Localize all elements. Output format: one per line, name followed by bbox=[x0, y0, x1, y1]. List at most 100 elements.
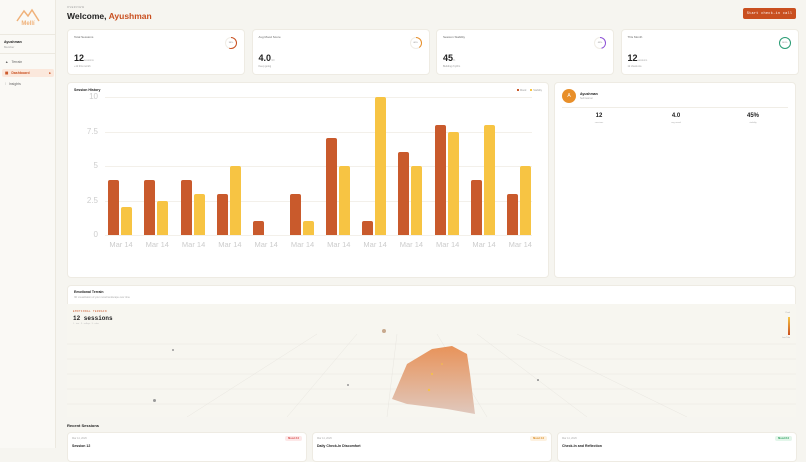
recent-session-card[interactable]: Mar 14, 2026 Check-In and Reflection Moo… bbox=[557, 432, 797, 462]
session-title: Session 12 bbox=[72, 444, 91, 448]
sidebar-item-terrain[interactable]: ▲ Terrain bbox=[2, 58, 54, 66]
ring-label: 45% bbox=[597, 42, 603, 44]
user-info: Ayushman Member bbox=[4, 40, 22, 49]
stat-label: stability bbox=[749, 122, 757, 124]
divider bbox=[0, 34, 56, 35]
x-tick: Mar 14 bbox=[218, 240, 242, 249]
stat-sub: +12 this month bbox=[74, 65, 91, 68]
session-title: Check-In and Reflection bbox=[562, 444, 602, 448]
chevron-icon: ▸ bbox=[49, 71, 51, 75]
terrain-point bbox=[347, 384, 349, 386]
nav-label: Terrain bbox=[11, 60, 23, 64]
recent-session-card[interactable]: Mar 14, 2026 Session 12 Mood 3.0 bbox=[67, 432, 307, 462]
x-tick: Mar 14 bbox=[145, 240, 169, 249]
grid-line bbox=[105, 131, 532, 133]
user-role: Member bbox=[4, 45, 15, 49]
bar-mood[interactable] bbox=[144, 179, 156, 235]
bars: Mar 14 Mar 14 Mar 14 Mar 14 Mar 14 Mar 14 Mar … bbox=[104, 97, 532, 249]
sidebar-item-dashboard[interactable]: ▦ Dashboard ▸ bbox=[2, 69, 54, 77]
ring-label: 40% bbox=[413, 42, 418, 44]
bar-mood[interactable] bbox=[325, 138, 337, 235]
value: 12 bbox=[74, 53, 85, 63]
terrain-point bbox=[537, 379, 539, 381]
divider bbox=[562, 107, 788, 108]
value: 12 bbox=[627, 53, 638, 63]
recent-session-card[interactable]: Mar 14, 2026 Daily Check-In Discomfort M… bbox=[312, 432, 552, 462]
terrain-subtitle: 3D visualization of your mood landscape … bbox=[74, 296, 130, 299]
x-tick: Mar 14 bbox=[472, 240, 496, 249]
terrain-3d-canvas[interactable]: EMOTIONAL TERRAIN 12 sessions 1 · rise ·… bbox=[67, 304, 796, 417]
stat-label: Session Stability bbox=[443, 35, 466, 39]
session-date: Mar 14, 2026 bbox=[317, 437, 332, 440]
stat-card: Total Sessions 12sessions +12 this month… bbox=[67, 29, 245, 75]
bar-stability[interactable] bbox=[157, 200, 169, 235]
x-tick: Mar 14 bbox=[399, 240, 424, 249]
bar-stability[interactable] bbox=[338, 166, 350, 235]
mountain-logo-icon bbox=[16, 8, 40, 22]
bar-mood[interactable] bbox=[471, 179, 482, 235]
terrain-icon: ▲ bbox=[5, 60, 9, 64]
bar-stability[interactable] bbox=[229, 166, 241, 235]
bar-mood[interactable] bbox=[180, 179, 192, 235]
x-tick: Mar 14 bbox=[181, 240, 206, 249]
bar-stability[interactable] bbox=[121, 207, 132, 235]
profile-stat: 4.0 avg mood bbox=[651, 113, 701, 124]
scale-top-label: Peak bbox=[785, 312, 790, 314]
bar-mood[interactable] bbox=[289, 193, 301, 235]
x-tick: Mar 14 bbox=[508, 240, 532, 249]
bar-stability[interactable] bbox=[520, 166, 532, 235]
grid-line bbox=[105, 97, 532, 98]
session-date: Mar 14, 2026 bbox=[72, 437, 87, 440]
page-title: Welcome, Ayushman bbox=[67, 11, 152, 21]
logo-text: Mellí bbox=[21, 21, 35, 27]
recent-sessions-title: Recent Sessions bbox=[67, 423, 100, 428]
progress-ring: 98% bbox=[224, 36, 238, 50]
nav-label: Dashboard bbox=[11, 71, 30, 75]
bar-mood[interactable] bbox=[216, 193, 228, 235]
bar-stability[interactable] bbox=[411, 166, 423, 235]
stat-label: This Month bbox=[627, 35, 643, 39]
bar-mood[interactable] bbox=[362, 221, 374, 235]
stat-sub: Building rhythm bbox=[443, 65, 461, 68]
bar-stability[interactable] bbox=[193, 193, 205, 235]
stat-value: 4.0/10 bbox=[259, 53, 275, 63]
nav-label: Insights bbox=[8, 82, 21, 86]
bar-mood[interactable] bbox=[398, 152, 410, 235]
insights-icon: ⫶ bbox=[5, 82, 6, 86]
grid-line bbox=[105, 200, 532, 202]
profile-stat: 45% stability bbox=[728, 113, 778, 124]
color-scale-bar bbox=[788, 317, 790, 335]
start-check-in-button[interactable]: Start check-in call bbox=[743, 8, 796, 19]
x-tick: Mar 14 bbox=[327, 240, 351, 249]
bar-mood[interactable] bbox=[253, 221, 265, 235]
bar-mood[interactable] bbox=[108, 179, 119, 235]
user-name: Ayushman bbox=[4, 40, 22, 44]
mood-badge: Mood 8.0 bbox=[775, 436, 792, 441]
terrain-overlay-meta: 1 · rise · 3 · valleys · 3 · calm bbox=[73, 323, 99, 325]
x-tick: Mar 14 bbox=[254, 240, 278, 249]
grid-line bbox=[105, 166, 532, 167]
bar-stability[interactable] bbox=[484, 124, 495, 235]
logo[interactable]: Mellí bbox=[14, 8, 42, 30]
stat-value: 45% bbox=[746, 113, 759, 119]
stat-card: Session Stability 45% Building rhythm 45… bbox=[436, 29, 614, 75]
sidebar: Mellí Ayushman Member ▲ Terrain ▦ Dashboar… bbox=[0, 0, 56, 448]
stat-value: 4.0 bbox=[671, 113, 681, 119]
terrain-title: Emotional Terrain bbox=[74, 290, 104, 294]
legend-label: Stability bbox=[533, 89, 542, 92]
session-date: Mar 14, 2026 bbox=[562, 437, 577, 440]
bar-mood[interactable] bbox=[507, 193, 519, 235]
ring-label: 100% bbox=[781, 42, 788, 44]
bar-stability[interactable] bbox=[447, 131, 459, 235]
progress-ring: 45% bbox=[593, 36, 607, 50]
session-history-card: Session History Mood Stability 10 7.5 5 2.5… bbox=[67, 82, 549, 278]
avatar: A bbox=[562, 89, 576, 103]
bar-stability[interactable] bbox=[375, 97, 387, 235]
sidebar-item-insights[interactable]: ⫶ Insights bbox=[2, 80, 54, 88]
terrain-grid bbox=[67, 333, 796, 417]
progress-ring: 40% bbox=[409, 36, 423, 50]
stat-value: 12sessions bbox=[628, 53, 648, 63]
bar-mood[interactable] bbox=[434, 124, 446, 235]
mood-badge: Mood 3.0 bbox=[285, 436, 302, 441]
bar-stability[interactable] bbox=[302, 221, 314, 235]
